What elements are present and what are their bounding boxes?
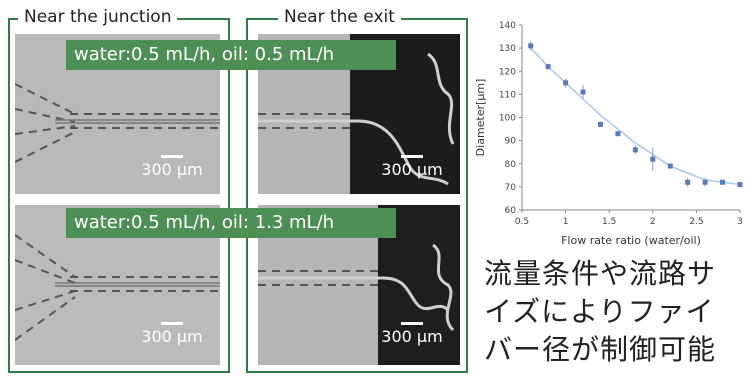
- junction-2-channels: [15, 234, 220, 341]
- data-point: [702, 179, 708, 185]
- scale-bar-label: 300 μm: [381, 327, 443, 346]
- junction-1-channels: [15, 83, 220, 163]
- fit-curve: [530, 47, 741, 186]
- scale-bar-label: 300 μm: [381, 160, 443, 179]
- scale-bar-line: [401, 155, 423, 158]
- y-tick-label: 130: [499, 44, 516, 54]
- y-tick-label: 140: [499, 21, 516, 31]
- scale-bar-label: 300 μm: [141, 327, 203, 346]
- data-point: [615, 131, 621, 137]
- scale-bar-line: [161, 155, 183, 158]
- data-point: [720, 179, 726, 185]
- scale-bar-line: [161, 322, 183, 325]
- x-tick-label: 1: [563, 217, 569, 227]
- y-tick-label: 90: [505, 137, 517, 147]
- y-tick-label: 80: [505, 160, 517, 170]
- data-point: [737, 182, 743, 188]
- x-axis-label: Flow rate ratio (water/oil): [561, 234, 701, 247]
- data-point: [685, 179, 691, 185]
- scale-bar-label: 300 μm: [141, 160, 203, 179]
- data-point: [667, 163, 673, 169]
- row1-condition-banner: water:0.5 mL/h, oil: 0.5 mL/h: [66, 40, 396, 70]
- data-point: [632, 147, 638, 153]
- y-tick-label: 70: [505, 183, 517, 193]
- y-tick-label: 110: [499, 90, 516, 100]
- scale-bar-line: [401, 322, 423, 325]
- diameter-vs-flow-ratio-chart: 60 70 80 90 100 110 120 130 140 0.5 1 1.5 2 2.5 3 Flow …: [474, 21, 743, 247]
- scale-bar-junction-1: 300 μm: [132, 155, 212, 179]
- data-point: [563, 80, 569, 86]
- exit-title: Near the exit: [278, 7, 401, 27]
- data-point: [528, 43, 534, 49]
- y-tick-label: 60: [505, 206, 517, 216]
- x-tick-label: 2.5: [689, 217, 703, 227]
- x-tick-label: 3: [737, 217, 743, 227]
- x-tick-label: 0.5: [515, 217, 529, 227]
- caption: 流量条件や流路サ イズによりファイ バー径が制御可能: [484, 255, 746, 369]
- y-tick-label: 100: [499, 114, 516, 124]
- data-point: [545, 64, 551, 70]
- data-point: [580, 89, 586, 95]
- row2-condition-banner: water:0.5 mL/h, oil: 1.3 mL/h: [66, 208, 396, 238]
- junction-title: Near the junction: [18, 7, 178, 27]
- scale-bar-exit-2: 300 μm: [372, 322, 452, 346]
- x-tick-label: 2: [650, 217, 656, 227]
- caption-line: イズによりファイ: [484, 295, 715, 328]
- data-point: [650, 156, 656, 162]
- caption-line: 流量条件や流路サ: [484, 257, 717, 290]
- y-axis-label: Diameter[μm]: [474, 79, 487, 157]
- scale-bar-exit-1: 300 μm: [372, 155, 452, 179]
- caption-line: バー径が制御可能: [484, 333, 717, 366]
- data-point: [597, 121, 603, 127]
- scale-bar-junction-2: 300 μm: [132, 322, 212, 346]
- y-tick-label: 120: [499, 67, 516, 77]
- x-tick-label: 1.5: [602, 217, 616, 227]
